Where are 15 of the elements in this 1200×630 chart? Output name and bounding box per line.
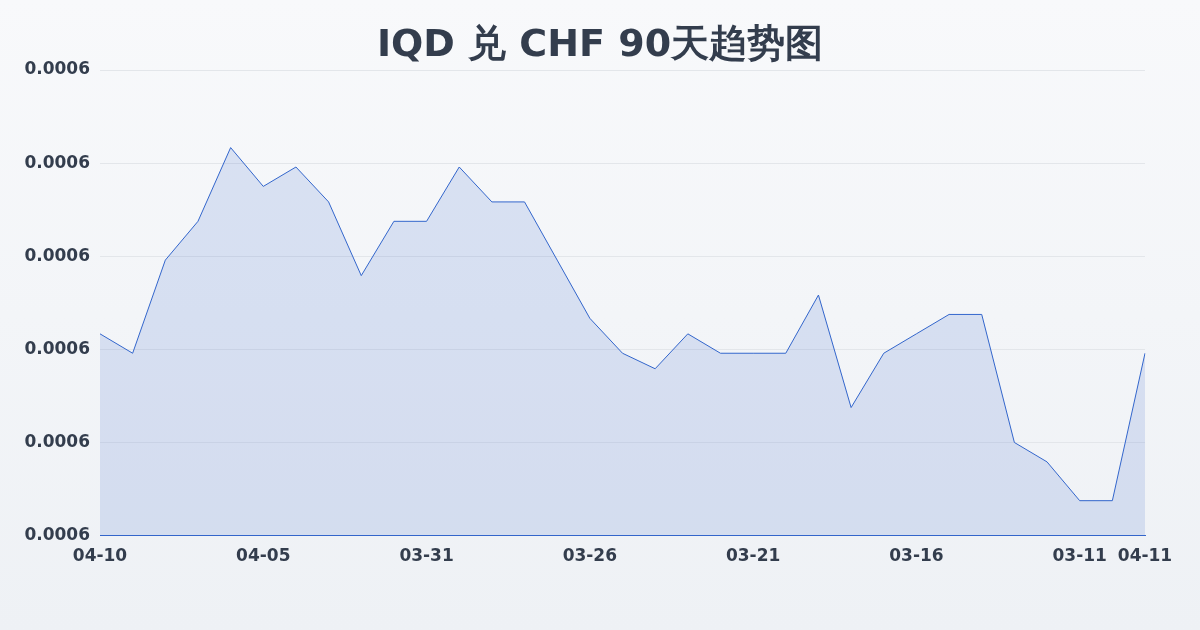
text: 0.0006 [24, 524, 90, 545]
x-tick-label: 03-26 [562, 545, 618, 566]
x-tick-label: 04-05 [236, 545, 291, 566]
x-tick-label: 03-31 [399, 545, 454, 566]
x-tick-label: 03-21 [725, 545, 781, 566]
text: 0.0006 [24, 244, 90, 265]
chart-title: IQD 兑 CHF 90天趋势图 [376, 21, 824, 65]
x-tick-label: 03-11 [1052, 545, 1107, 566]
x-tick-label: 04-10 [72, 545, 128, 566]
text: 0.0006 [24, 58, 90, 79]
x-tick-label: 04-11 [1117, 545, 1173, 566]
text: 0.0006 [24, 151, 90, 172]
text: 0.0006 [24, 430, 90, 451]
text: 0.0006 [24, 337, 90, 358]
x-tick-label: 03-16 [889, 545, 944, 566]
